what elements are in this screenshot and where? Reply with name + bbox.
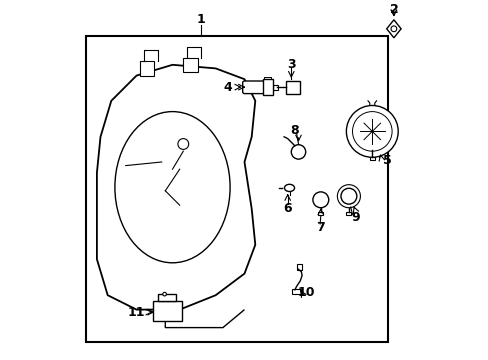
Circle shape [346, 105, 397, 157]
Circle shape [352, 112, 391, 151]
Text: 5: 5 [383, 154, 391, 167]
Bar [346, 212, 351, 215]
Bar [291, 289, 301, 294]
Bar [318, 212, 323, 215]
Circle shape [178, 139, 188, 149]
Circle shape [340, 188, 356, 204]
Circle shape [291, 145, 305, 159]
Polygon shape [386, 20, 400, 38]
Bar [285, 81, 299, 94]
Text: 6: 6 [283, 202, 291, 215]
FancyBboxPatch shape [152, 301, 181, 321]
Bar [262, 79, 273, 95]
Text: 9: 9 [350, 211, 359, 224]
Circle shape [163, 292, 166, 296]
Text: 10: 10 [297, 286, 315, 299]
Text: 2: 2 [389, 3, 397, 15]
Text: 1: 1 [197, 13, 205, 26]
Text: 7: 7 [315, 221, 324, 234]
FancyBboxPatch shape [242, 81, 265, 94]
Bar [369, 157, 374, 160]
FancyBboxPatch shape [86, 36, 387, 342]
Bar [272, 85, 277, 90]
Text: 3: 3 [286, 58, 295, 71]
Bar [183, 58, 197, 72]
Text: 8: 8 [290, 124, 299, 137]
Text: 11: 11 [128, 306, 145, 319]
Bar [140, 61, 154, 76]
FancyBboxPatch shape [158, 294, 176, 301]
Text: 4: 4 [223, 81, 232, 94]
Circle shape [312, 192, 328, 208]
Bar [297, 264, 301, 270]
Ellipse shape [284, 184, 294, 192]
Ellipse shape [115, 112, 230, 263]
Circle shape [390, 26, 396, 32]
PathPatch shape [97, 65, 255, 310]
